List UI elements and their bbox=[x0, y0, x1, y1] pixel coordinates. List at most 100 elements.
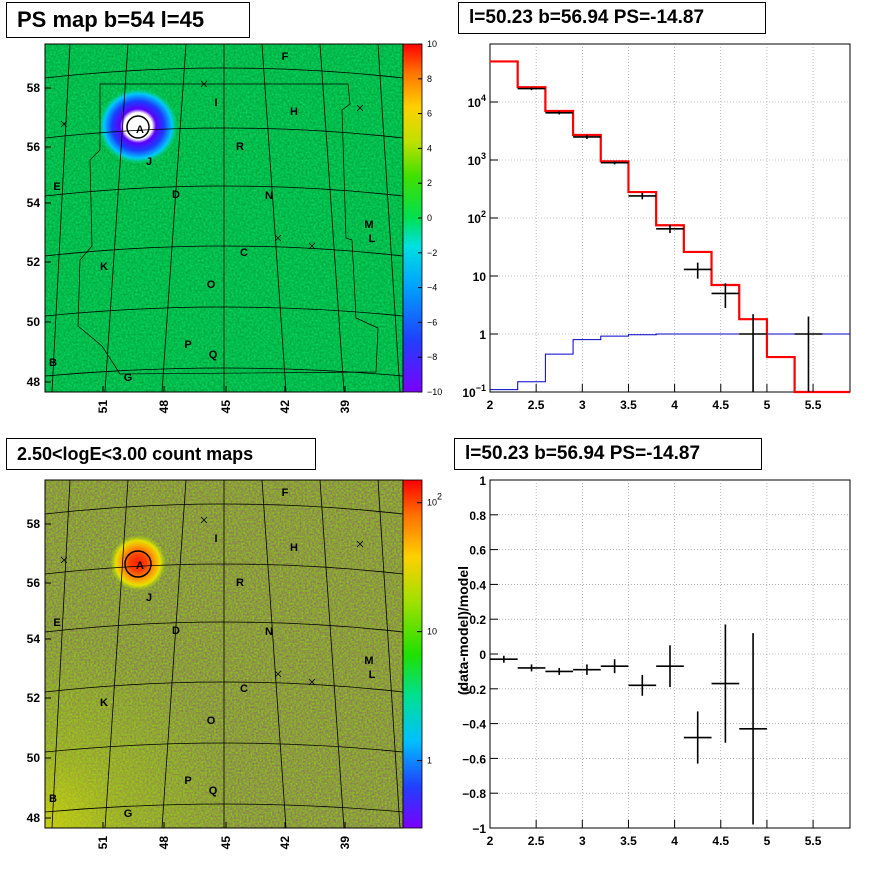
source-label-q: Q bbox=[209, 349, 218, 361]
source-label-l: L bbox=[369, 669, 376, 681]
data-point bbox=[573, 134, 601, 140]
palette-tick-label: 8 bbox=[427, 74, 432, 84]
y-tick-label: 104 bbox=[468, 93, 486, 110]
source-label-c: C bbox=[240, 247, 248, 259]
palette-tick-label: −2 bbox=[427, 248, 437, 258]
source-label-h: H bbox=[290, 542, 298, 554]
cross-marker bbox=[356, 104, 364, 112]
data-point bbox=[600, 161, 629, 165]
source-label-g: G bbox=[124, 808, 133, 820]
y-tick-label: 52 bbox=[27, 691, 41, 705]
x-tick-label: 5 bbox=[764, 398, 771, 412]
source-label-k: K bbox=[100, 697, 108, 709]
source-label-n: N bbox=[265, 190, 273, 202]
residual-panel: l=50.23 b=56.94 PS=-14.87 2 2.5 3 3.5 4 4.5 5 5… bbox=[448, 436, 896, 872]
source-label-i: I bbox=[214, 533, 217, 545]
source-label-f: F bbox=[282, 487, 289, 499]
data-point bbox=[517, 87, 546, 91]
x-tick-label: 3 bbox=[579, 834, 586, 848]
palette-tick-label-base: 1 bbox=[427, 756, 432, 766]
ps-map-y-ticks: 58 56 54 52 50 48 bbox=[27, 81, 51, 389]
count-map-source-a-contour bbox=[124, 550, 152, 578]
residual-title: l=50.23 b=56.94 PS=-14.87 bbox=[454, 438, 762, 470]
y-tick-label: 0.2 bbox=[469, 613, 486, 627]
count-map-palette-ticks: 102 10 1 bbox=[417, 492, 442, 766]
count-map-corner-glow bbox=[45, 636, 245, 828]
y-tick-label: 56 bbox=[27, 576, 41, 590]
y-tick-label: 1 bbox=[479, 474, 486, 488]
source-label-m: M bbox=[364, 219, 373, 231]
palette-tick-label: 10 bbox=[427, 39, 437, 49]
cross-marker bbox=[274, 670, 282, 678]
count-map-title: 2.50<logE<3.00 count maps bbox=[6, 438, 316, 470]
x-tick-label: 5.5 bbox=[805, 398, 822, 412]
residual-point bbox=[573, 664, 601, 675]
y-tick-label: −0.8 bbox=[462, 787, 486, 801]
source-label-e: E bbox=[53, 181, 60, 193]
y-tick-label: 102 bbox=[468, 209, 486, 226]
data-point bbox=[739, 314, 767, 392]
source-label-k: K bbox=[100, 261, 108, 273]
cross-marker bbox=[200, 516, 208, 524]
ps-map-title: PS map b=54 l=45 bbox=[6, 2, 250, 38]
palette-tick-label: 10 bbox=[427, 627, 437, 637]
source-label-r: R bbox=[236, 577, 244, 589]
x-tick-label: 42 bbox=[278, 836, 292, 850]
cross-marker bbox=[274, 234, 282, 242]
source-label-a: A bbox=[136, 560, 144, 572]
y-tick-label: 58 bbox=[27, 517, 41, 531]
longitude-line bbox=[161, 479, 187, 829]
count-map-coordinate-grid bbox=[44, 479, 404, 829]
spectrum-panel: l=50.23 b=56.94 PS=-14.87 2 2.5 3 3.5 4 4.5 5 5… bbox=[448, 0, 896, 436]
y-tick-label: 54 bbox=[27, 196, 41, 210]
residual-x-ticks: 2 2.5 3 3.5 4 4.5 5 5.5 bbox=[487, 820, 822, 848]
ps-map-source-a-contour bbox=[126, 115, 150, 139]
residual-point bbox=[490, 655, 518, 663]
longitude-line bbox=[261, 479, 287, 829]
model-step-line bbox=[490, 60, 850, 394]
cross-marker bbox=[308, 678, 316, 686]
y-tick-label: 50 bbox=[27, 751, 41, 765]
data-point bbox=[545, 111, 574, 115]
longitude-line bbox=[161, 43, 187, 393]
ps-map-x-ticks: 51 48 45 42 39 bbox=[96, 386, 352, 413]
ps-map-source-a-dip bbox=[98, 88, 178, 164]
x-tick-label: 5 bbox=[764, 834, 771, 848]
source-label-f: F bbox=[282, 51, 289, 63]
spectrum-model-line bbox=[490, 60, 850, 394]
source-label-e: E bbox=[53, 617, 60, 629]
y-tick-label: −1 bbox=[472, 822, 486, 836]
x-tick-label: 2.5 bbox=[528, 834, 545, 848]
source-label-g: G bbox=[124, 372, 133, 384]
y-tick-label-base: 1 bbox=[479, 328, 486, 342]
palette-tick-label: 102 bbox=[427, 492, 442, 508]
data-point bbox=[628, 192, 657, 200]
source-label-j: J bbox=[146, 592, 152, 604]
y-tick-label: 58 bbox=[27, 81, 41, 95]
x-tick-label: 2.5 bbox=[528, 398, 545, 412]
y-tick-label: 0.4 bbox=[469, 578, 486, 592]
residual-point bbox=[517, 664, 546, 672]
y-tick-label-exponent: 4 bbox=[481, 93, 486, 103]
x-tick-label: 5.5 bbox=[805, 834, 822, 848]
y-tick-label: 48 bbox=[27, 375, 41, 389]
y-tick-label-base: 10 bbox=[468, 96, 482, 110]
source-label-a: A bbox=[136, 124, 144, 136]
y-tick-label-base: 10 bbox=[462, 386, 476, 400]
spectrum-title: l=50.23 b=56.94 PS=-14.87 bbox=[458, 2, 766, 34]
cross-marker bbox=[60, 556, 68, 564]
x-tick-label: 48 bbox=[157, 836, 171, 850]
y-tick-label: 103 bbox=[468, 151, 486, 168]
x-tick-label: 51 bbox=[96, 400, 110, 414]
x-tick-label: 45 bbox=[219, 400, 233, 414]
y-tick-label-base: 10 bbox=[468, 154, 482, 168]
source-label-r: R bbox=[236, 141, 244, 153]
y-tick-label: 0.8 bbox=[469, 509, 486, 523]
y-tick-label: 0.6 bbox=[469, 544, 486, 558]
residual-point bbox=[739, 633, 767, 825]
x-tick-label: 48 bbox=[157, 400, 171, 414]
x-tick-label: 4 bbox=[671, 834, 678, 848]
palette-tick-label: 4 bbox=[427, 143, 432, 153]
